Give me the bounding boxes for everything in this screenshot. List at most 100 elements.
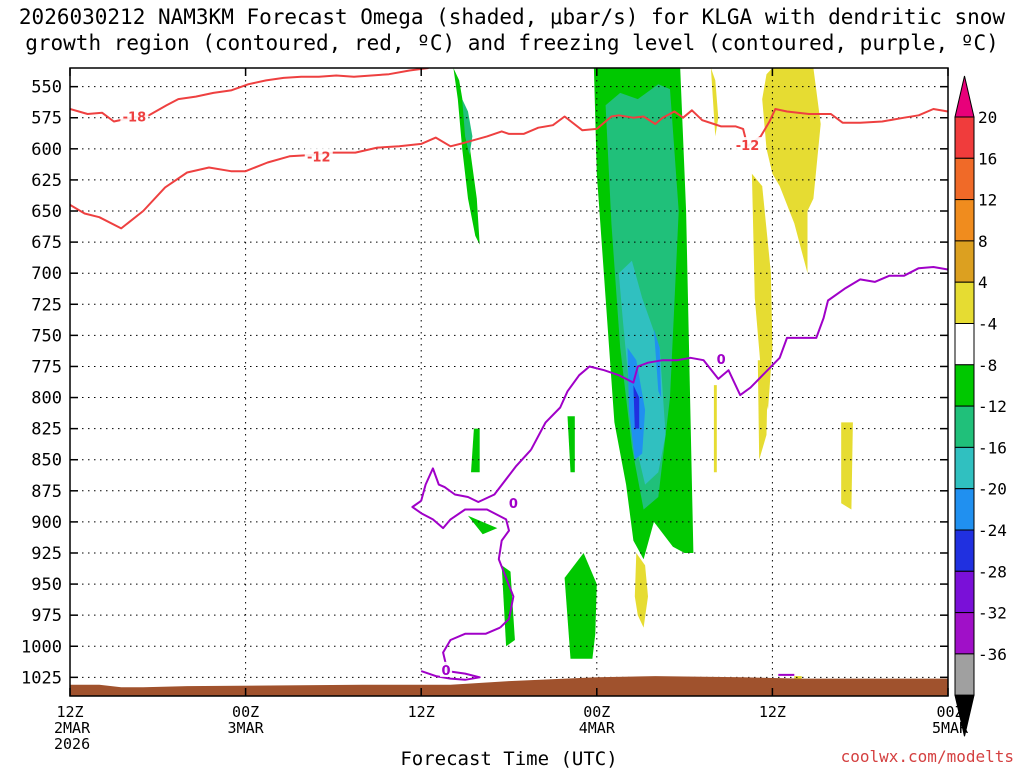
x-tick-label: 00Z [936, 703, 963, 721]
terrain-layer [70, 676, 948, 696]
colorbar-label: 8 [978, 232, 988, 251]
y-tick-label: 1000 [21, 637, 62, 657]
colorbar-segment [954, 364, 975, 407]
x-tick-label: 3MAR [228, 719, 265, 737]
colorbar-label: -28 [978, 562, 1007, 581]
colorbar-segment [954, 281, 975, 325]
colorbar-top-arrow [954, 75, 975, 118]
colorbar-segment [954, 570, 975, 614]
colorbar-segment [954, 199, 975, 242]
colorbar-segment [954, 116, 975, 159]
colorbar-segment [954, 446, 975, 490]
contour-label-layer: -18 -12 -12 0 0 0 [120, 108, 762, 679]
title-line-2: growth region (contoured, red, ºC) and f… [25, 31, 999, 55]
x-tick-label: 12Z [56, 703, 83, 721]
contour-label: 0 [717, 353, 726, 368]
y-tick-label: 925 [31, 544, 62, 564]
y-tick-label: 725 [31, 295, 62, 315]
colorbar: 20 16 12 8 4 -4 -8 -12 -16 -20 -24 -28 -32 -36 [954, 75, 1007, 737]
y-tick-label: 775 [31, 357, 62, 377]
omega-region-11 [757, 360, 768, 460]
y-tick-label: 625 [31, 171, 62, 191]
credit-text: coolwx.com/modelts [841, 747, 1014, 766]
omega-region-13 [713, 385, 717, 473]
title-line-1: 2026030212 NAM3KM Forecast Omega (shaded… [18, 5, 1006, 29]
colorbar-segment [954, 240, 975, 283]
y-tick-label: 600 [31, 140, 62, 160]
omega-shading-layer [453, 68, 853, 680]
omega-region-10 [751, 173, 773, 410]
contour-label-bg [507, 495, 520, 511]
omega-region-14 [634, 553, 648, 628]
contour-line-0-3 [420, 449, 532, 503]
colorbar-label: -24 [978, 521, 1007, 540]
colorbar-label: -20 [978, 480, 1007, 499]
contour-line-0-5 [420, 626, 501, 681]
colorbar-segment [954, 653, 975, 696]
colorbar-segment [954, 529, 975, 572]
contour-label-bg [733, 137, 762, 153]
x-tick-label: 12Z [759, 703, 786, 721]
omega-region-9 [762, 68, 821, 274]
colorbar-label: -8 [978, 356, 997, 375]
contour-label: 0 [509, 497, 518, 512]
omega-region-8 [710, 68, 719, 137]
y-tick-label: 825 [31, 420, 62, 440]
omega-region-18 [567, 416, 575, 473]
contour-line-0-6 [530, 266, 948, 451]
contour-label: -12 [736, 139, 760, 154]
x-tick-label: 2MAR [54, 719, 91, 737]
y-tick-label: 900 [31, 513, 62, 533]
colorbar-label: -4 [978, 315, 997, 334]
omega-region-19 [564, 553, 597, 659]
colorbar-label: -36 [978, 645, 1007, 664]
y-tick-label: 975 [31, 606, 62, 626]
y-tick-label: 1025 [21, 668, 62, 688]
y-tick-label: 750 [31, 326, 62, 346]
omega-region-6 [633, 385, 640, 429]
contour-line-m12-1 [70, 109, 749, 230]
omega-region-7 [653, 329, 662, 398]
colorbar-label: 20 [978, 108, 997, 127]
y-tick-label: 850 [31, 451, 62, 471]
colorbar-segment [954, 157, 975, 201]
y-tick-label: 700 [31, 264, 62, 284]
terrain-fill [70, 676, 948, 696]
plot-frame [69, 67, 949, 697]
omega-region-16 [468, 515, 498, 535]
omega-region-15 [471, 428, 480, 473]
x-axis-title: Forecast Time (UTC) [400, 748, 617, 768]
y-axis: 550 575 600 625 650 675 700 725 750 775 800 825 850 8… [21, 78, 948, 688]
x-tick-label: 5MAR [932, 719, 969, 737]
y-tick-label: 800 [31, 389, 62, 409]
y-tick-label: 950 [31, 575, 62, 595]
chart-title: 2026030212 NAM3KM Forecast Omega (shaded… [0, 4, 1024, 56]
contour-label-bg [304, 148, 333, 164]
colorbar-label: -16 [978, 438, 1007, 457]
colorbar-segment [954, 488, 975, 531]
colorbar-bottom-arrow [954, 694, 975, 737]
y-tick-label: 575 [31, 109, 62, 129]
y-tick-label: 675 [31, 233, 62, 253]
colorbar-label: 12 [978, 191, 997, 210]
x-tick-label: 00Z [583, 703, 610, 721]
colorbar-label: -32 [978, 604, 1007, 623]
y-tick-label: 875 [31, 482, 62, 502]
contour-label: -12 [307, 150, 331, 165]
colorbar-segment [954, 612, 975, 655]
contour-label-bg [715, 350, 728, 366]
x-tick-label: 12Z [408, 703, 435, 721]
contour-label-bg [120, 108, 149, 124]
colorbar-label: 16 [978, 149, 997, 168]
contour-label: -18 [123, 110, 147, 125]
omega-region-17 [501, 565, 515, 647]
omega-region-12 [841, 422, 853, 510]
y-tick-label: 550 [31, 78, 62, 98]
contour-label-bg [440, 661, 453, 677]
colorbar-segment [954, 323, 975, 366]
omega-region-0 [453, 68, 480, 245]
omega-region-4 [618, 260, 666, 485]
y-tick-label: 650 [31, 202, 62, 222]
